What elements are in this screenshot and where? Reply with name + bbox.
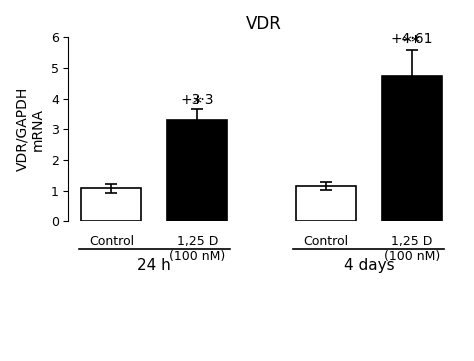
Text: 24 h: 24 h (137, 258, 171, 273)
Text: Control: Control (303, 235, 348, 248)
Text: *: * (193, 95, 202, 113)
Bar (82, 188, 141, 221)
Text: +3·3: +3·3 (181, 93, 214, 107)
Text: 1,25 D
(100 nM): 1,25 D (100 nM) (383, 235, 440, 263)
Text: **: ** (403, 34, 421, 52)
Bar (167, 120, 227, 221)
Text: 1,25 D
(100 nM): 1,25 D (100 nM) (169, 235, 225, 263)
Text: 4 days: 4 days (344, 258, 394, 273)
Bar (296, 186, 356, 221)
Bar (382, 76, 442, 221)
Y-axis label: VDR/GAPDH
mRNA: VDR/GAPDH mRNA (15, 87, 45, 171)
Title: VDR: VDR (246, 15, 282, 33)
Text: Control: Control (89, 235, 134, 248)
Text: +4·61: +4·61 (391, 32, 433, 46)
